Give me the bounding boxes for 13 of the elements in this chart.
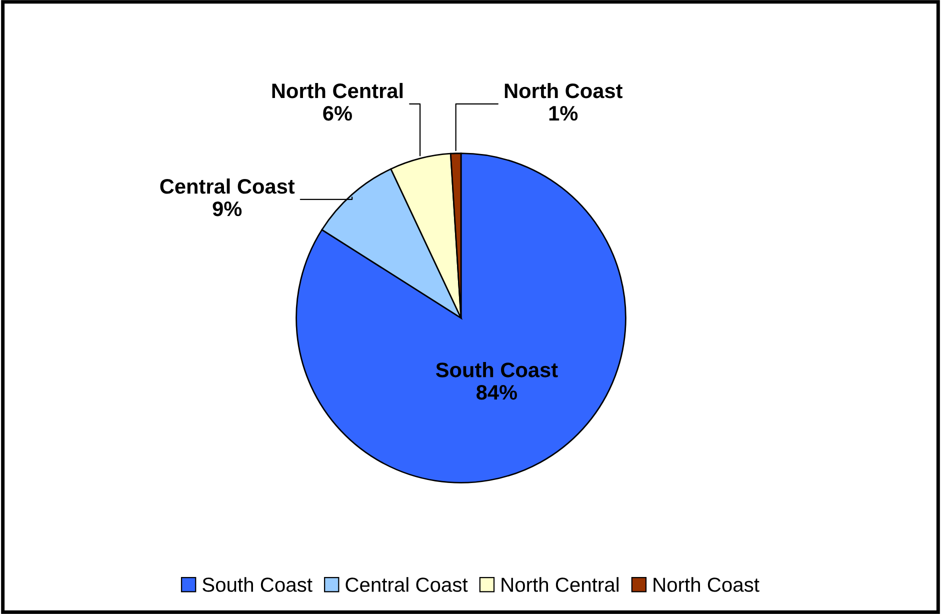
pie-slice <box>296 152 626 484</box>
slice-label: North Central <box>272 82 403 98</box>
data-label: 9% <box>212 201 242 216</box>
data-label: 1% <box>549 106 578 121</box>
legend-label: North Coast <box>654 577 760 592</box>
data-label: 6% <box>323 106 352 121</box>
slice-label: Central Coast <box>160 178 295 194</box>
slice-label: North Coast <box>504 82 622 98</box>
data-label: 84% <box>476 385 518 400</box>
legend-label: South Coast <box>202 577 312 592</box>
slice-label: South Coast <box>436 362 558 378</box>
legend-label: Central Coast <box>346 577 468 592</box>
legend-label: North Central <box>502 577 618 592</box>
